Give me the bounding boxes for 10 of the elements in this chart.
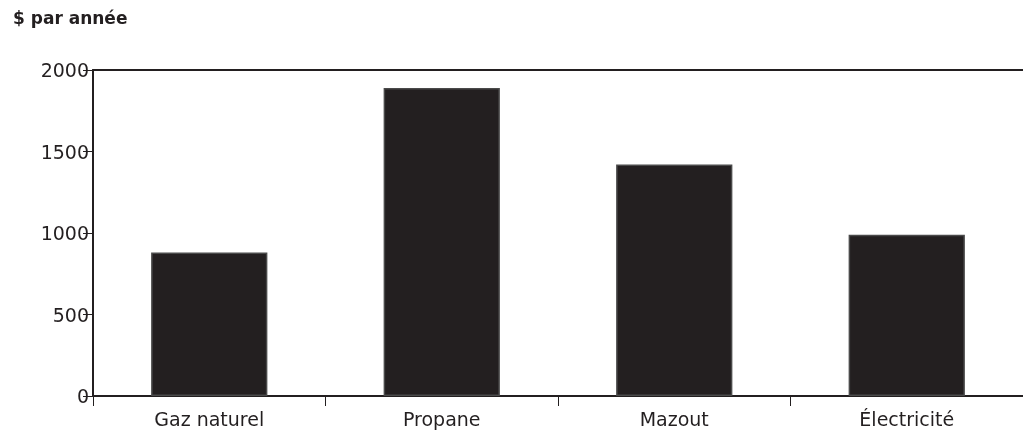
y-tick-label: 1000 [40, 222, 89, 244]
y-tick-label: 500 [52, 303, 89, 326]
y-tick-label: 0 [76, 385, 89, 407]
x-tick-label: Gaz naturel [154, 407, 265, 430]
y-tick-label: 1500 [40, 140, 89, 163]
x-tick-label: Électricité [859, 407, 955, 430]
x-tick-label: Propane [402, 407, 481, 430]
chart-title: $ par année [13, 7, 128, 28]
x-tick-label: Mazout [639, 407, 709, 430]
y-tick-label: 2000 [40, 59, 89, 81]
